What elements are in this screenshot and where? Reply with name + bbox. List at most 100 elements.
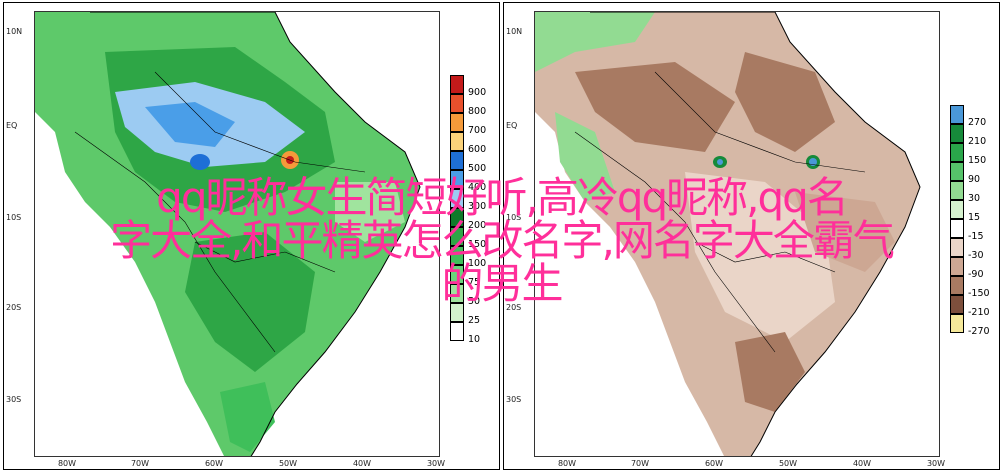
lat-label: 30S [6, 395, 22, 404]
right-legend-swatch [950, 219, 964, 238]
lat-label: 10S [506, 213, 522, 222]
lon-label: 50W [278, 459, 298, 468]
left-legend-label: 150 [468, 239, 487, 250]
left-legend-swatch [450, 227, 464, 246]
left-legend-swatch [450, 303, 464, 322]
left-legend-label: 900 [468, 87, 487, 98]
right-legend-swatch [950, 105, 964, 124]
left-legend-row: 200 [450, 208, 514, 231]
left-legend-label: 25 [468, 315, 481, 326]
right-legend-swatch [950, 314, 964, 333]
right-legend-swatch [950, 124, 964, 143]
left-legend-swatch [450, 284, 464, 303]
left-legend-row: 500 [450, 151, 514, 174]
right-legend-row: -15 [950, 219, 1003, 242]
right-map-graphic [535, 12, 939, 456]
lat-label: 20S [506, 303, 522, 312]
left-legend-row: 50 [450, 284, 514, 307]
left-legend-label: 700 [468, 125, 487, 136]
right-map [534, 11, 940, 457]
left-legend-label: 800 [468, 106, 487, 117]
lon-label: 30W [926, 459, 946, 468]
left-map-graphic [35, 12, 439, 456]
left-legend-swatch [450, 246, 464, 265]
right-legend-label: 15 [968, 212, 981, 223]
left-legend-swatch [450, 151, 464, 170]
right-legend-label: 150 [968, 155, 987, 166]
right-legend-swatch [950, 181, 964, 200]
left-legend-swatch [450, 208, 464, 227]
right-legend-label: -150 [968, 288, 990, 299]
left-legend-swatch [450, 75, 464, 94]
right-legend-label: 270 [968, 117, 987, 128]
lat-label: 10N [506, 27, 523, 36]
left-legend-row: 300 [450, 189, 514, 212]
left-legend-label: 300 [468, 201, 487, 212]
right-legend-label: -15 [968, 231, 984, 242]
lat-label: EQ [6, 121, 18, 130]
right-legend-row: -90 [950, 257, 1003, 280]
right-legend-label: -210 [968, 307, 990, 318]
left-legend-row: 25 [450, 303, 514, 326]
right-legend-row: -210 [950, 295, 1003, 318]
lon-label: 40W [352, 459, 372, 468]
left-legend: 900 800 700 600 500 400 300 200 150 100 75 50 25 10 [450, 75, 514, 345]
left-legend-swatch [450, 189, 464, 208]
right-legend-swatch [950, 200, 964, 219]
left-legend-label: 400 [468, 182, 487, 193]
right-legend-swatch [950, 143, 964, 162]
right-legend: 270 210 150 90 30 15 -15 -30 -90 -150 -210 -270 [950, 105, 1003, 337]
lat-label: 10N [6, 27, 23, 36]
right-legend-row: 270 [950, 105, 1003, 128]
right-legend-row: -270 [950, 314, 1003, 337]
lon-label: 30W [426, 459, 446, 468]
left-legend-label: 10 [468, 334, 481, 345]
left-map-panel: 10N EQ 10S 20S 30S 80W 70W 60W 50W 40W 3… [3, 2, 500, 470]
right-map-panel: 10N EQ 10S 20S 30S 80W 70W 60W 50W 40W 3… [503, 2, 1000, 470]
left-legend-row: 75 [450, 265, 514, 288]
left-legend-label: 200 [468, 220, 487, 231]
right-legend-row: -30 [950, 238, 1003, 261]
lon-label: 70W [130, 459, 150, 468]
left-legend-label: 500 [468, 163, 487, 174]
right-legend-label: -90 [968, 269, 984, 280]
lon-label: 40W [852, 459, 872, 468]
right-legend-row: 15 [950, 200, 1003, 223]
lon-label: 80W [557, 459, 577, 468]
right-legend-swatch [950, 238, 964, 257]
lon-label: 60W [204, 459, 224, 468]
left-legend-label: 600 [468, 144, 487, 155]
left-legend-label: 100 [468, 258, 487, 269]
lon-label: 70W [630, 459, 650, 468]
lon-label: 60W [704, 459, 724, 468]
lat-label: 10S [6, 213, 22, 222]
lon-label: 80W [57, 459, 77, 468]
right-legend-row: 90 [950, 162, 1003, 185]
lat-label: 30S [506, 395, 522, 404]
left-map [34, 11, 440, 457]
left-legend-row: 400 [450, 170, 514, 193]
left-legend-swatch [450, 170, 464, 189]
right-legend-label: 90 [968, 174, 981, 185]
right-legend-swatch [950, 162, 964, 181]
left-legend-row: 100 [450, 246, 514, 269]
left-legend-swatch [450, 94, 464, 113]
right-legend-swatch [950, 276, 964, 295]
left-legend-label: 75 [468, 277, 481, 288]
left-legend-row: 10 [450, 322, 514, 345]
left-legend-row: 150 [450, 227, 514, 250]
right-legend-label: 210 [968, 136, 987, 147]
left-legend-swatch [450, 265, 464, 284]
right-legend-label: 30 [968, 193, 981, 204]
lat-label: 20S [6, 303, 22, 312]
left-legend-swatch [450, 113, 464, 132]
left-legend-row: 600 [450, 132, 514, 155]
right-legend-row: -150 [950, 276, 1003, 299]
left-legend-label: 50 [468, 296, 481, 307]
left-legend-swatch [450, 132, 464, 151]
left-legend-row: 900 [450, 75, 514, 98]
right-legend-row: 210 [950, 124, 1003, 147]
right-legend-label: -30 [968, 250, 984, 261]
left-legend-swatch [450, 322, 464, 341]
left-legend-row: 800 [450, 94, 514, 117]
